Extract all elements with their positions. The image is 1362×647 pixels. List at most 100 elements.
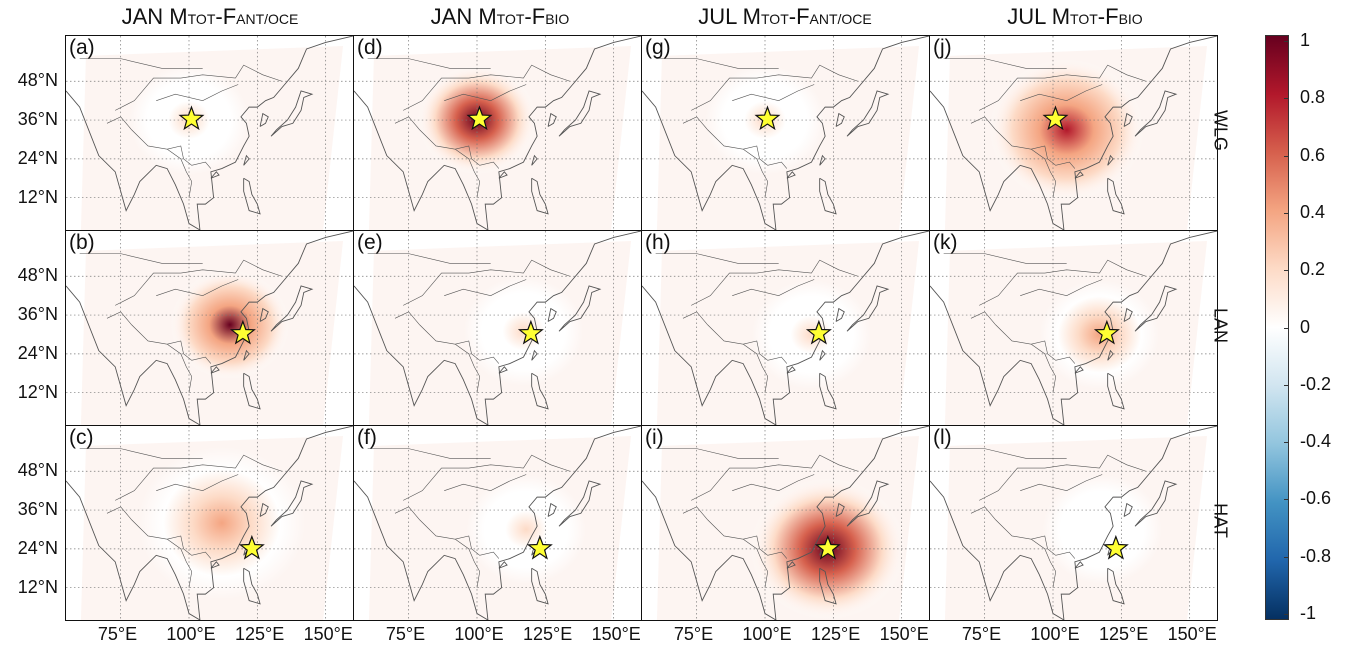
map-panel-h: (h) (641, 230, 930, 426)
country-border (707, 519, 788, 559)
station-star-icon (814, 534, 841, 560)
country-border (79, 58, 203, 69)
longitude-label: 150°E (303, 624, 353, 644)
longitude-label: 125°E (523, 624, 573, 644)
coastline (1107, 349, 1114, 361)
coastline (930, 36, 1217, 230)
country-border (682, 311, 708, 325)
coastline (270, 285, 314, 332)
colorbar-tickmark (1284, 98, 1289, 100)
country-border (394, 116, 420, 130)
map-panel-j: (j) (929, 35, 1218, 231)
station-star-icon (229, 319, 256, 345)
coastline (1134, 90, 1178, 137)
coastline (786, 366, 796, 374)
country-border (367, 253, 491, 264)
country-border (166, 148, 193, 198)
colorbar-tickmark (1284, 499, 1289, 501)
latitude-label: 48°N (17, 459, 58, 480)
country-border (394, 311, 420, 325)
country-border (1030, 343, 1057, 393)
country-border (444, 279, 527, 296)
country-border (454, 148, 481, 198)
longitude-label: 125°E (811, 624, 861, 644)
country-border (979, 259, 1147, 306)
colorbar-tickmark (1284, 556, 1289, 558)
column-title-3: JUL MTOT-FANT/OCE (698, 4, 872, 29)
station-star-icon (805, 319, 832, 345)
coastline (819, 349, 826, 361)
coastline (259, 502, 269, 517)
latitude-label: 24°N (17, 537, 58, 558)
country-border (707, 129, 788, 169)
coastline (243, 372, 261, 410)
country-border (943, 58, 1067, 69)
country-border (1020, 279, 1103, 296)
country-border (1020, 474, 1103, 491)
country-border (970, 506, 996, 520)
longitude-label: 75°E (673, 624, 714, 644)
coastline (835, 112, 845, 127)
colorbar-tickmark (1284, 327, 1289, 329)
country-border (454, 343, 481, 393)
country-border (995, 129, 1076, 169)
map-panel-c: (c) (65, 425, 354, 621)
colorbar-tick-label: 0 (1300, 316, 1311, 337)
concentration-hotspot (1039, 279, 1160, 390)
coastline (210, 561, 220, 569)
country-border (444, 84, 527, 101)
country-border (742, 538, 769, 588)
longitude-label: 125°E (1099, 624, 1149, 644)
coastline (642, 36, 929, 230)
coastline (270, 480, 314, 527)
coastline (210, 366, 220, 374)
latitude-label: 12°N (17, 186, 58, 207)
coastline (1107, 154, 1114, 166)
station-star-icon (1042, 105, 1069, 131)
coastline (66, 426, 353, 620)
country-border (742, 343, 769, 393)
coastline (1123, 502, 1133, 517)
panel-label: (i) (645, 426, 664, 449)
panel-label: (k) (933, 231, 958, 254)
colorbar-tick-label: -0.2 (1300, 373, 1332, 394)
panel-label: (d) (357, 36, 383, 59)
colorbar-tick-label: -0.6 (1300, 488, 1332, 509)
coastline (1074, 561, 1084, 569)
country-border (403, 259, 571, 306)
country-border (1030, 538, 1057, 588)
country-border (970, 311, 996, 325)
coastline (66, 36, 353, 230)
colorbar-tick-label: 0.2 (1300, 259, 1326, 280)
coastline (846, 480, 890, 527)
coastline (642, 426, 929, 620)
coastline (498, 561, 508, 569)
colorbar-tickmark (1284, 384, 1289, 386)
country-border (691, 259, 859, 306)
coastline (531, 349, 538, 361)
panel-label: (f) (357, 426, 377, 449)
panel-label: (g) (645, 36, 671, 59)
colorbar-tick-label: 0.6 (1300, 144, 1326, 165)
coastline (786, 561, 796, 569)
coastline (243, 177, 261, 215)
coastline (547, 307, 557, 322)
country-border (131, 519, 212, 559)
panel-label: (c) (69, 426, 94, 449)
coastline (930, 231, 1217, 425)
country-border (1030, 148, 1057, 198)
map-panel-a: (a) (65, 35, 354, 231)
colorbar-tick-label: -1 (1300, 603, 1317, 623)
concentration-hotspot (466, 474, 586, 585)
panel-label: (j) (933, 36, 952, 59)
longitude-label: 100°E (454, 624, 504, 644)
latitude-label: 24°N (17, 342, 58, 363)
country-border (943, 448, 1067, 459)
country-border (403, 64, 571, 111)
country-border (156, 279, 239, 296)
country-border (732, 84, 815, 101)
country-border (979, 64, 1147, 111)
country-border (732, 474, 815, 491)
country-border (79, 253, 203, 264)
colorbar-tickmark (1284, 614, 1289, 615)
